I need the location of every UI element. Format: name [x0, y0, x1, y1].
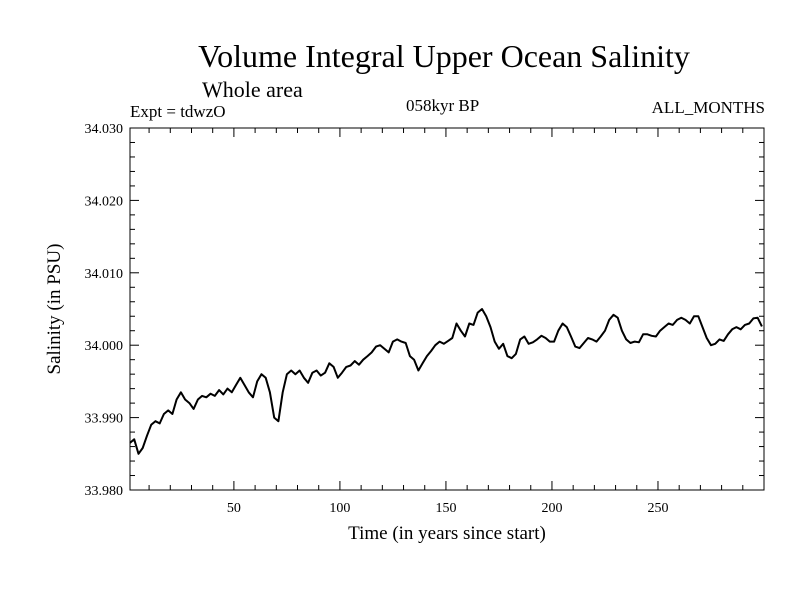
tick-label: 33.990: [85, 412, 124, 427]
axis-ticks: [130, 127, 764, 491]
period-label: 058kyr BP: [406, 96, 480, 115]
plot-frame: [129, 127, 765, 491]
x-axis-label: Time (in years since start): [348, 523, 546, 544]
tick-label: 34.010: [85, 267, 124, 282]
y-axis-label: Salinity (in PSU): [44, 244, 65, 375]
salinity-series-line: [129, 308, 763, 455]
months-label: ALL_MONTHS: [651, 98, 765, 117]
tick-label: 34.030: [85, 122, 124, 137]
tick-label: 34.020: [85, 194, 124, 209]
experiment-label: Expt = tdwzO: [130, 102, 226, 121]
tick-label: 100: [329, 501, 350, 516]
tick-label: 50: [227, 501, 241, 516]
tick-label: 150: [435, 501, 456, 516]
tick-label: 33.980: [85, 484, 124, 499]
chart-subtitle: Whole area: [202, 77, 303, 102]
tick-label: 34.000: [85, 339, 124, 354]
axis-tick-labels: 33.980 33.990 34.000 34.010 34.020 34.030 50 10…: [85, 122, 669, 516]
tick-label: 250: [647, 501, 668, 516]
tick-label: 200: [541, 501, 562, 516]
chart-title: Volume Integral Upper Ocean Salinity: [198, 38, 690, 74]
